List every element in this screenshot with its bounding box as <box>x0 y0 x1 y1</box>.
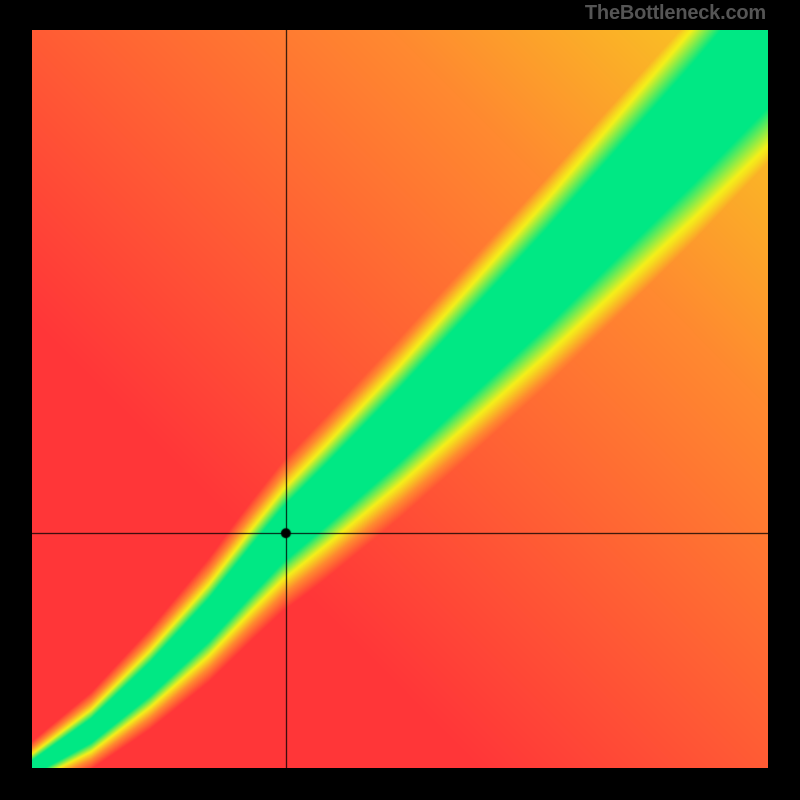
watermark-text: TheBottleneck.com <box>585 2 766 25</box>
heatmap-canvas <box>32 30 768 768</box>
plot-area <box>32 30 768 768</box>
